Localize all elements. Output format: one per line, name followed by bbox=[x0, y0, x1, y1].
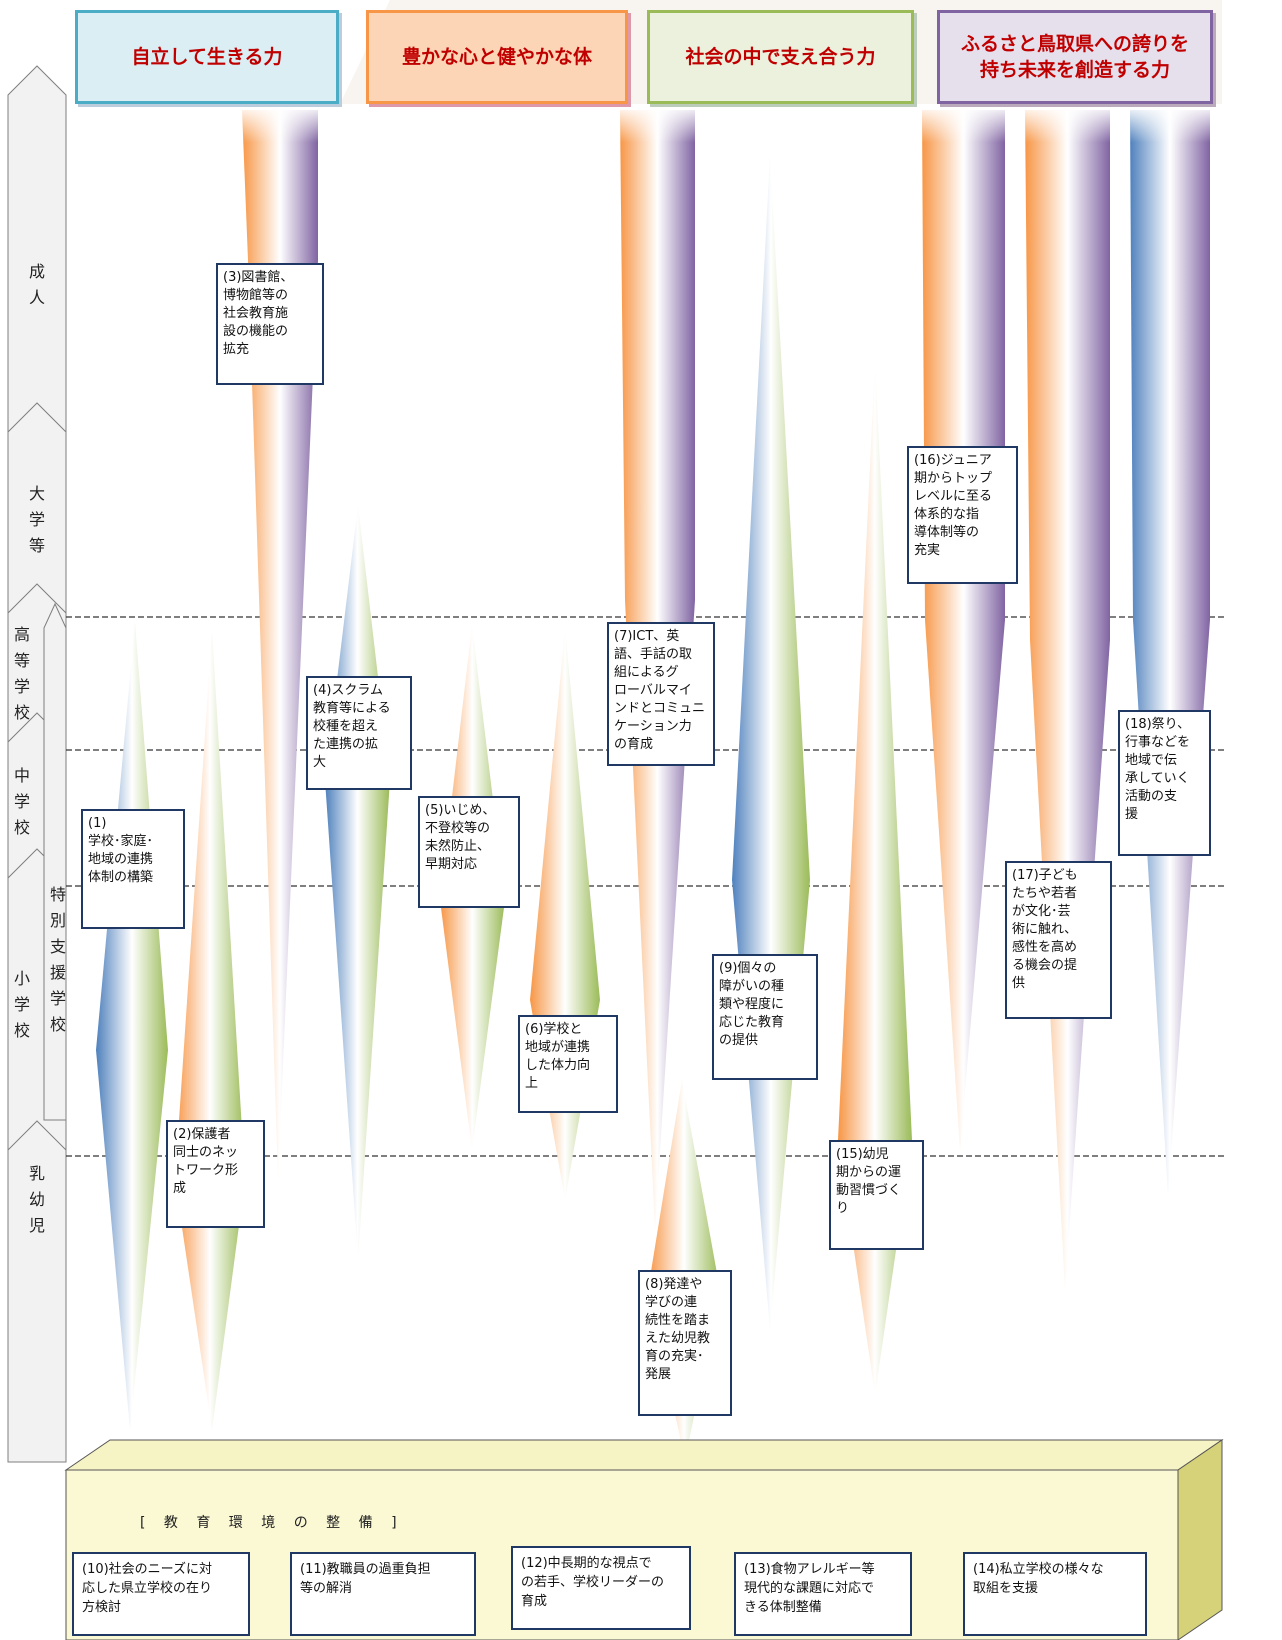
measure-6: (6)学校と 地域が連携 した体力向 上 bbox=[518, 1015, 618, 1113]
measure-7: (7)ICT、英 語、手話の取 組によるグ ローバルマイ ンドとコミュニ ケーシ… bbox=[607, 622, 715, 766]
header-hometown: ふるさと鳥取県への誇りを 持ち未来を創造する力 bbox=[937, 10, 1213, 104]
stage-adult: 成人 bbox=[28, 262, 45, 307]
spindle-18 bbox=[1130, 110, 1210, 1195]
header-society: 社会の中で支え合う力 bbox=[647, 10, 914, 104]
stage-infant: 乳幼児 bbox=[28, 1164, 45, 1235]
measure-9: (9)個々の 障がいの種 類や程度に 応じた教育 の提供 bbox=[712, 954, 818, 1080]
spindle-3-fade bbox=[238, 105, 322, 255]
spindle-15 bbox=[838, 360, 912, 1395]
spindle-16-fade bbox=[918, 105, 1008, 255]
stage-junior-high: 中学校 bbox=[13, 766, 30, 837]
spindle-6 bbox=[530, 628, 600, 1200]
stage-elementary: 小学校 bbox=[13, 969, 30, 1040]
measure-15: (15)幼児 期からの運 動習慣づく り bbox=[829, 1140, 924, 1250]
spindle-17-fade bbox=[1020, 105, 1115, 255]
environment-item-12: (12)中長期的な視点で の若手、学校リーダーの 育成 bbox=[511, 1546, 691, 1630]
measure-1: (1) 学校･家庭･ 地域の連携 体制の構築 bbox=[81, 809, 185, 929]
stage-university: 大学等 bbox=[28, 484, 45, 555]
spindle-4 bbox=[325, 505, 390, 1260]
spindle-16 bbox=[922, 110, 1005, 1150]
spindle-17 bbox=[1025, 110, 1110, 1290]
measure-4: (4)スクラム 教育等による 校種を超え た連携の拡 大 bbox=[306, 676, 412, 790]
measure-5: (5)いじめ、 不登校等の 未然防止、 早期対応 bbox=[418, 796, 520, 908]
measure-2: (2)保護者 同士のネッ トワーク形 成 bbox=[166, 1120, 265, 1228]
environment-item-14: (14)私立学校の様々な 取組を支援 bbox=[963, 1552, 1147, 1636]
spindle-2 bbox=[175, 630, 245, 1430]
spindle-18-fade bbox=[1125, 105, 1215, 255]
measure-17: (17)子ども たちや若者 が文化･芸 術に触れ、 感性を高め る機会の提 供 bbox=[1005, 861, 1112, 1019]
stage-special-support-school: 特別支援学校 bbox=[49, 885, 66, 1034]
stage-high-school: 高等学校 bbox=[13, 625, 30, 722]
spindle-1 bbox=[96, 622, 168, 1430]
environment-item-13: (13)食物アレルギー等 現代的な課題に対応で きる体制整備 bbox=[734, 1552, 912, 1636]
measure-3: (3)図書館、 博物館等の 社会教育施 設の機能の 拡充 bbox=[216, 263, 324, 385]
measure-8: (8)発達や 学びの連 続性を踏ま えた幼児教 育の充実･ 発展 bbox=[638, 1270, 732, 1416]
header-independence: 自立して生きる力 bbox=[75, 10, 339, 104]
environment-title: [ 教 育 環 境 の 整 備 ] bbox=[140, 1515, 404, 1531]
spindle-7-fade bbox=[616, 105, 700, 255]
environment-item-10: (10)社会のニーズに対 応した県立学校の在り 方検討 bbox=[72, 1552, 250, 1636]
measure-16: (16)ジュニア 期からトップ レベルに至る 体系的な指 導体制等の 充実 bbox=[907, 446, 1018, 584]
environment-item-11: (11)教職員の過重負担 等の解消 bbox=[290, 1552, 476, 1636]
stage-column bbox=[7, 65, 67, 1463]
header-heart-body: 豊かな心と健やかな体 bbox=[366, 10, 628, 104]
spindle-9 bbox=[732, 155, 810, 1330]
measure-18: (18)祭り、 行事などを 地域で伝 承していく 活動の支 援 bbox=[1118, 710, 1211, 856]
